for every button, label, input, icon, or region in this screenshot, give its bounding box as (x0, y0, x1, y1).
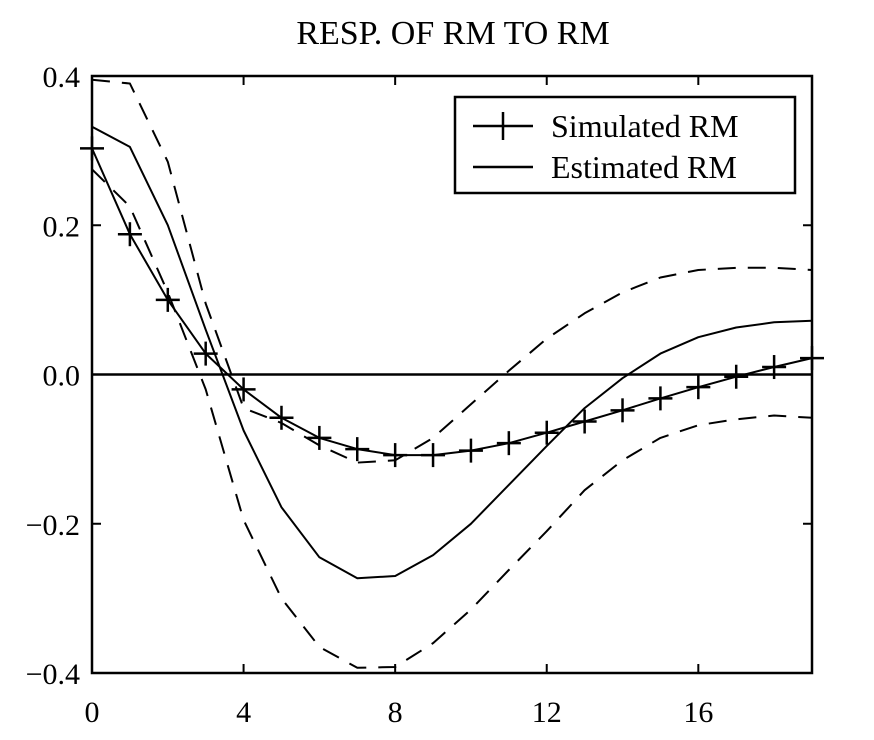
x-tick-label: 0 (85, 696, 100, 729)
y-tick-label: 0.0 (43, 360, 81, 393)
series-layer (80, 78, 824, 669)
chart-title: RESP. OF RM TO RM (296, 15, 609, 52)
y-tick-label: 0.4 (43, 61, 81, 94)
legend-label-estimated: Estimated RM (551, 149, 737, 185)
x-tick-label: 16 (683, 696, 713, 729)
legend-label-simulated: Simulated RM (551, 108, 739, 144)
series-line-1 (91, 125, 813, 580)
y-tick-label: −0.4 (26, 658, 80, 691)
legend-box (453, 95, 797, 195)
y-tick-label: 0.2 (43, 210, 81, 243)
series-line-2 (91, 78, 813, 464)
x-tick-label: 12 (532, 696, 562, 729)
x-tick-label: 4 (236, 696, 251, 729)
legend: Simulated RM Estimated RM (453, 95, 797, 195)
y-tick-label: −0.2 (26, 509, 80, 542)
series-line-0 (91, 147, 813, 457)
x-tick-label: 8 (388, 696, 403, 729)
axes: 0 4 8 12 16 0.4 0.2 0.0 −0.2 −0.4 (26, 61, 814, 729)
series-line-3 (91, 168, 813, 669)
